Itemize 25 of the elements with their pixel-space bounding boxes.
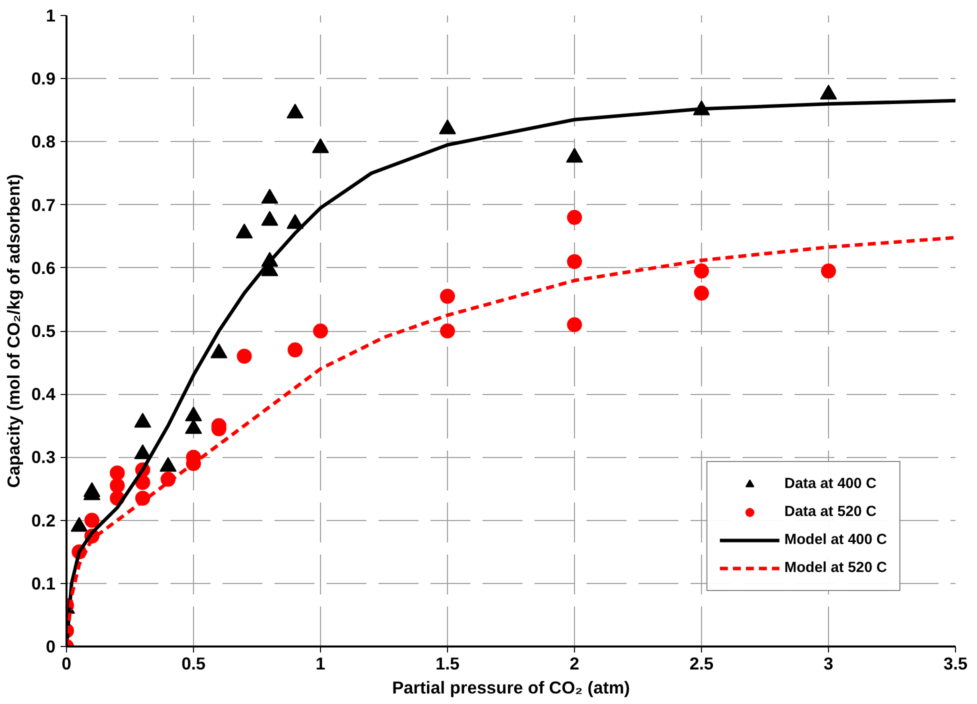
y-tick-label: 0.2 xyxy=(31,510,56,530)
x-tick-label: 2.5 xyxy=(689,654,714,674)
legend-label: Data at 400 C xyxy=(784,476,876,492)
y-tick-label: 0 xyxy=(46,636,56,656)
legend-label: Data at 520 C xyxy=(784,504,876,520)
legend-label: Model at 400 C xyxy=(784,532,887,548)
y-tick-label: 0.1 xyxy=(31,573,56,594)
x-axis-title: Partial pressure of CO₂ (atm) xyxy=(392,678,630,698)
y-tick-label: 0.3 xyxy=(31,447,56,468)
x-tick-label: 1.5 xyxy=(435,654,460,674)
x-tick-label: 0 xyxy=(62,654,72,674)
y-tick-label: 0.6 xyxy=(31,258,56,278)
y-tick-label: 0.7 xyxy=(31,194,56,215)
x-tick-label: 0.5 xyxy=(181,654,206,674)
x-tick-label: 3 xyxy=(824,654,834,674)
x-tick-label: 2 xyxy=(570,654,580,674)
legend-label: Model at 520 C xyxy=(784,560,887,576)
x-tick-label: 3.5 xyxy=(943,654,968,674)
x-tick-label: 1 xyxy=(316,654,326,674)
y-tick-label: 1 xyxy=(46,6,56,26)
y-tick-label: 0.9 xyxy=(31,68,56,89)
y-tick-label: 0.4 xyxy=(31,384,56,404)
y-tick-label: 0.5 xyxy=(31,321,56,341)
y-tick-label: 0.8 xyxy=(31,132,56,152)
y-axis-title: Capacity (mol of CO₂/kg of adsorbent) xyxy=(3,174,24,488)
